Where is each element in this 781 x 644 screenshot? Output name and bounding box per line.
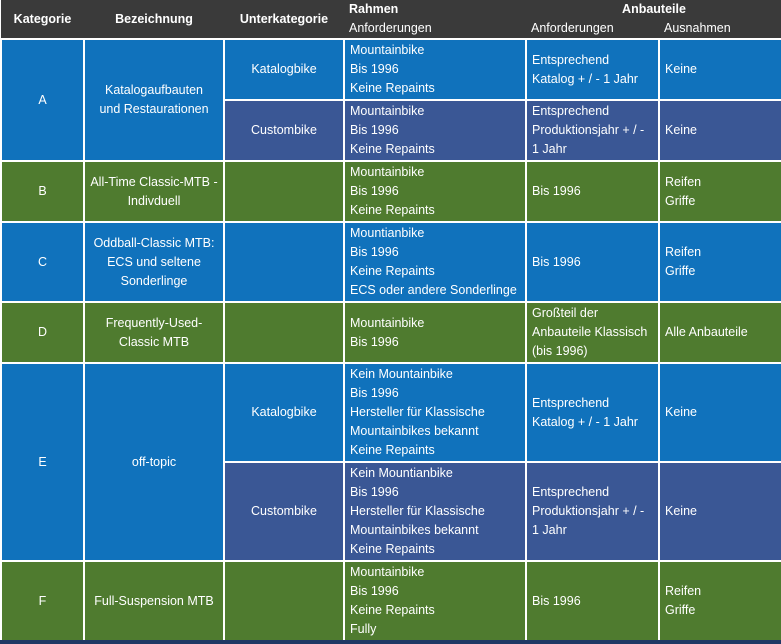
cell-ausnahmen: Keine [658,461,781,562]
cell-rahmen: Mountainbike Bis 1996 Keine Repaints [343,99,527,162]
cell-kategorie: A [0,38,85,162]
cell-rahmen: Mountainbike Bis 1996 Keine Repaints [343,38,527,101]
cell-ausnahmen: Reifen Griffe [658,160,781,223]
table-row: E off-topic Katalogbike Kein Mountainbik… [0,362,781,562]
table-header: Kategorie Bezeichnung Unterkategorie Rah… [1,0,781,39]
cell-unterkategorie: Custombike [223,461,345,562]
cell-kategorie: D [0,301,85,364]
cell-kategorie: B [0,160,85,223]
cell-rahmen: Kein Mountianbike Bis 1996 Hersteller fü… [343,461,527,562]
cell-kategorie: C [0,221,85,303]
cell-rahmen: Mountainbike Bis 1996 Keine Repaints [343,160,527,223]
cell-unterkategorie: Katalogbike [223,38,345,101]
cell-rahmen: Mountainbike Bis 1996 Keine Repaints Ful… [343,560,527,643]
header-ausnahmen: Ausnahmen [659,19,781,39]
table-row: D Frequently-Used- Classic MTB Mountainb… [0,301,781,364]
table-row: C Oddball-Classic MTB: ECS und seltene S… [0,221,781,303]
cell-bezeichnung: Oddball-Classic MTB: ECS und seltene Son… [83,221,225,303]
cell-unterkategorie: Custombike [223,99,345,162]
cell-ausnahmen: Keine [658,99,781,162]
cell-bezeichnung: Katalogaufbauten und Restaurationen [83,38,225,162]
cell-unterkategorie [223,301,345,364]
table-row: Custombike Kein Mountianbike Bis 1996 He… [1,461,781,562]
header-anbauteile: Anbauteile [526,0,781,19]
cell-bezeichnung: Frequently-Used- Classic MTB [83,301,225,364]
cell-anbauteile-anforderungen: Entsprechend Produktionsjahr + / - 1 Jah… [525,99,660,162]
cell-rahmen: Mountianbike Bis 1996 Keine Repaints ECS… [343,221,527,303]
cell-unterkategorie: Katalogbike [223,362,345,463]
cell-ausnahmen: Reifen Griffe [658,560,781,643]
cell-bezeichnung: All-Time Classic-MTB - Indivduell [83,160,225,223]
cell-unterkategorie [223,560,345,643]
cell-anbauteile-anforderungen: Entsprechend Katalog + / - 1 Jahr [525,38,660,101]
table-row: B All-Time Classic-MTB - Indivduell Moun… [0,160,781,223]
cell-rahmen: Kein Mountainbike Bis 1996 Hersteller fü… [343,362,527,463]
cell-anbauteile-anforderungen: Großteil der Anbauteile Klassisch (bis 1… [525,301,660,364]
cell-anbauteile-anforderungen: Bis 1996 [525,560,660,643]
cell-anbauteile-anforderungen: Entsprechend Produktionsjahr + / - 1 Jah… [525,461,660,562]
header-anbauteile-anforderungen: Anforderungen [526,19,659,39]
header-unterkategorie: Unterkategorie [224,0,344,39]
cell-ausnahmen: Alle Anbauteile [658,301,781,364]
cell-anbauteile-anforderungen: Bis 1996 [525,160,660,223]
header-bezeichnung: Bezeichnung [84,0,224,39]
cell-ausnahmen: Keine [658,38,781,101]
cell-unterkategorie [223,160,345,223]
table-row: F Full-Suspension MTB Mountainbike Bis 1… [0,560,781,643]
cell-anbauteile-anforderungen: Bis 1996 [525,221,660,303]
table-row: Custombike Mountainbike Bis 1996 Keine R… [1,99,781,162]
cell-ausnahmen: Reifen Griffe [658,221,781,303]
cell-bezeichnung: Full-Suspension MTB [83,560,225,643]
cell-kategorie: E [0,362,85,562]
cell-anbauteile-anforderungen: Entsprechend Katalog + / - 1 Jahr [525,362,660,463]
header-kategorie: Kategorie [1,0,84,39]
cell-bezeichnung: off-topic [83,362,225,562]
cell-rahmen: Mountainbike Bis 1996 [343,301,527,364]
header-rahmen: Rahmen [344,0,526,19]
cell-ausnahmen: Keine [658,362,781,463]
cell-kategorie: F [0,560,85,643]
cell-unterkategorie [223,221,345,303]
header-rahmen-anforderungen: Anforderungen [344,19,526,39]
table-row: A Katalogaufbauten und Restaurationen Ka… [0,38,781,162]
